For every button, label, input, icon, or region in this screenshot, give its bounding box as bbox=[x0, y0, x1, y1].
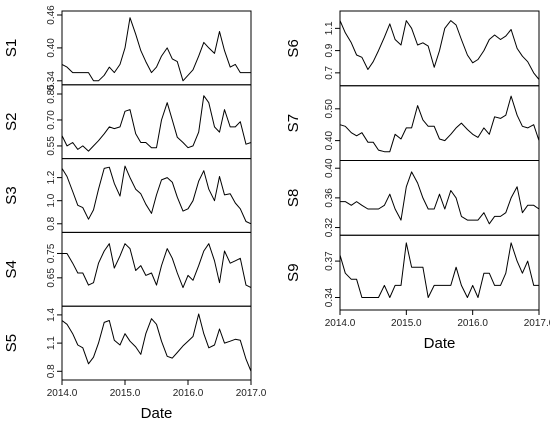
series-label-s2: S2 bbox=[3, 113, 20, 131]
series-line-s6 bbox=[339, 20, 540, 80]
y-tick-label: 0.65 bbox=[46, 268, 57, 288]
x-tick-label: 2016.0 bbox=[457, 318, 488, 329]
y-tick-label: 0.8 bbox=[46, 216, 57, 230]
series-line-s3 bbox=[61, 165, 252, 225]
series-label-s4: S4 bbox=[3, 260, 20, 278]
y-tick-label: 0.50 bbox=[324, 99, 335, 119]
series-line-s1 bbox=[61, 17, 251, 82]
panel-frame bbox=[339, 160, 540, 236]
y-tick-label: 0.34 bbox=[324, 287, 335, 307]
x-tick-label: 2017.0 bbox=[524, 318, 550, 329]
y-tick-label: 1.1 bbox=[324, 21, 335, 35]
panel-frame bbox=[61, 305, 252, 381]
panel-frame bbox=[61, 10, 252, 86]
y-tick-label: 0.36 bbox=[324, 188, 335, 208]
y-tick-label: 1.2 bbox=[46, 170, 57, 184]
y-tick-label: 0.85 bbox=[46, 84, 57, 104]
series-label-s7: S7 bbox=[285, 114, 302, 132]
series-label-s3: S3 bbox=[3, 186, 20, 204]
x-axis-label: Date bbox=[141, 405, 173, 422]
x-tick-label: 2015.0 bbox=[391, 318, 422, 329]
y-tick-label: 0.55 bbox=[46, 136, 57, 156]
panel-s6: 0.7 0.9 1.1 S6 bbox=[285, 10, 540, 87]
x-tick-label: 2017.0 bbox=[236, 388, 267, 399]
x-axis-label: Date bbox=[424, 335, 456, 352]
y-tick-label: 0.46 bbox=[46, 5, 57, 25]
series-line-s2 bbox=[61, 95, 252, 152]
series-label-s8: S8 bbox=[285, 189, 302, 207]
panel-s7: 0.40 0.50 S7 bbox=[285, 85, 540, 161]
y-tick-label: 0.70 bbox=[46, 110, 57, 130]
series-label-s1: S1 bbox=[3, 39, 20, 57]
series-label-s5: S5 bbox=[3, 334, 20, 352]
y-tick-label: 0.40 bbox=[324, 130, 335, 150]
panel-frame bbox=[61, 231, 252, 307]
y-tick-label: 0.75 bbox=[46, 243, 57, 263]
y-tick-label: 0.40 bbox=[324, 158, 335, 178]
panel-s2: 0.55 0.70 0.85 S2 bbox=[3, 84, 252, 160]
panel-s5: 0.8 1.1 1.4 S5 bbox=[3, 305, 252, 381]
series-line-s4 bbox=[62, 243, 252, 289]
panel-s3: 0.8 1.0 1.2 S3 bbox=[3, 158, 252, 233]
y-tick-label: 1.4 bbox=[46, 308, 57, 322]
y-tick-label: 1.1 bbox=[46, 336, 57, 350]
series-line-s8 bbox=[340, 171, 540, 225]
panel-frame bbox=[339, 234, 540, 311]
series-line-s9 bbox=[339, 242, 539, 298]
panel-frame bbox=[339, 85, 540, 161]
panel-s4: 0.65 0.75 S4 bbox=[3, 231, 252, 307]
x-tick-label: 2016.0 bbox=[173, 388, 204, 399]
x-tick-label: 2015.0 bbox=[110, 388, 141, 399]
series-line-s5 bbox=[61, 313, 252, 372]
y-tick-label: 0.34 bbox=[46, 71, 57, 91]
panel-s1: 0.34 0.40 0.46 S1 bbox=[3, 5, 252, 91]
panel-s8: 0.32 0.36 0.40 S8 bbox=[285, 158, 540, 237]
y-tick-label: 0.9 bbox=[324, 43, 335, 57]
y-tick-label: 0.37 bbox=[324, 251, 335, 271]
x-tick-label: 2014.0 bbox=[47, 388, 78, 399]
y-tick-label: 0.32 bbox=[324, 217, 335, 237]
series-line-s7 bbox=[339, 95, 540, 153]
right-panel-column: 0.70.91.1S60.400.50S70.320.360.40S80.340… bbox=[285, 10, 550, 352]
panel-frame bbox=[339, 10, 540, 87]
y-tick-label: 0.40 bbox=[46, 38, 57, 58]
x-tick-label: 2014.0 bbox=[325, 318, 356, 329]
y-tick-label: 0.8 bbox=[46, 364, 57, 378]
panel-s9: 0.34 0.37 S9 bbox=[285, 234, 540, 311]
series-label-s9: S9 bbox=[285, 263, 302, 281]
series-label-s6: S6 bbox=[285, 39, 302, 57]
left-panel-column: 0.340.400.46S10.550.700.85S20.81.01.2S30… bbox=[3, 5, 267, 422]
y-tick-label: 1.0 bbox=[46, 193, 57, 207]
y-tick-label: 0.7 bbox=[324, 65, 335, 79]
